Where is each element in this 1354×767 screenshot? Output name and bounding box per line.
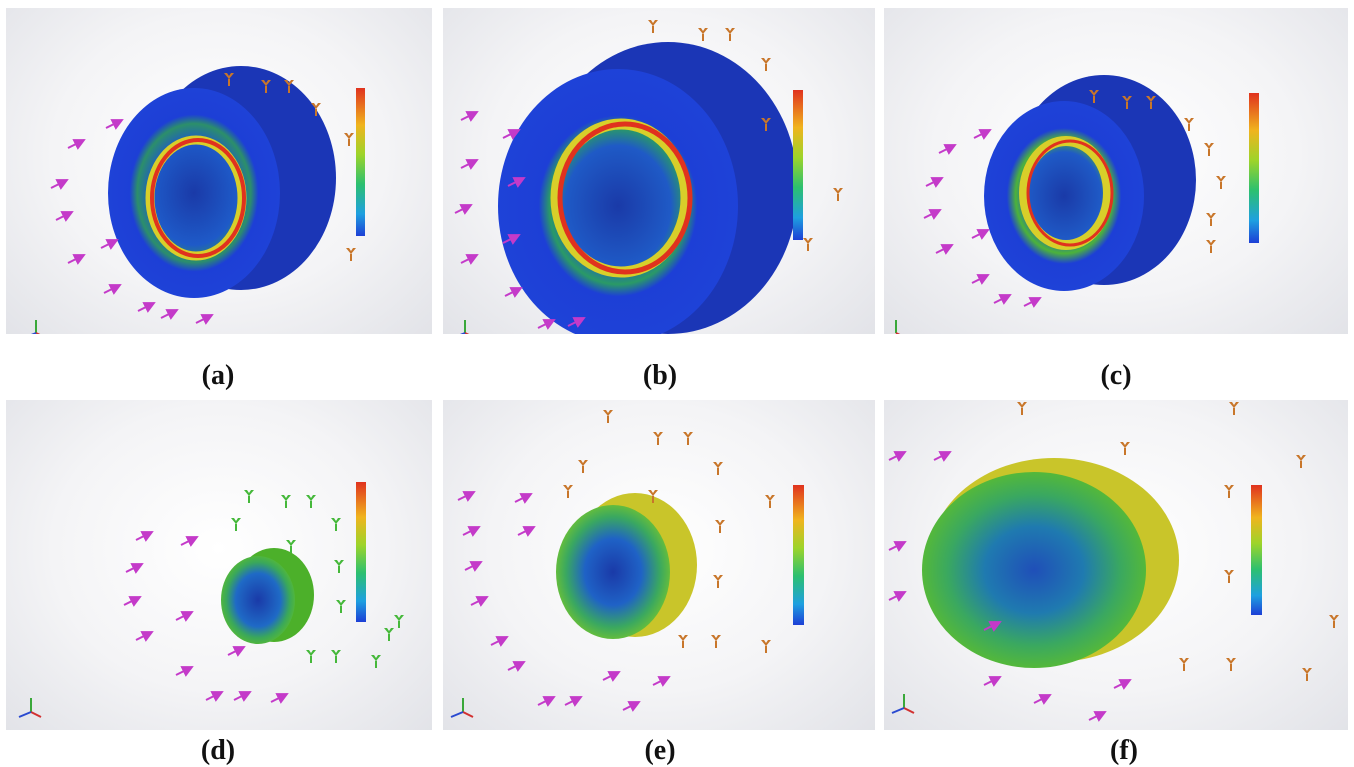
color-legend-bar [1249,93,1259,243]
disc-face [556,505,670,639]
axis-triad-icon [450,698,474,718]
caption-d: (d) [200,735,236,766]
fixture-icon [563,410,775,653]
fea-plot-a [31,66,365,334]
color-legend-bar [356,482,366,622]
fea-plot-d [18,482,404,718]
fixture-icon [648,20,843,251]
color-legend-bar [793,485,804,625]
stress-ring-core [1026,139,1114,247]
panel-e [443,400,875,730]
load-arrow-icon [888,451,1132,722]
panel-b [443,8,875,334]
disc-face [221,556,295,644]
load-arrow-icon [50,119,214,325]
color-legend-bar [1251,485,1262,615]
disc-face [498,69,738,334]
caption-c: (c) [1100,360,1132,391]
panel-f [884,400,1348,730]
axis-triad-icon [891,694,915,714]
fixture-icon [231,490,404,668]
axis-triad-icon [18,698,42,718]
fea-plot-c [895,75,1259,334]
panel-a [6,8,432,334]
stress-ring-core [557,121,693,275]
panel-c [884,8,1348,334]
fea-plot-b [454,20,843,334]
fea-plot-f [888,402,1339,722]
fixture-icon [224,73,356,261]
fixture-icon [1089,90,1226,253]
fixture-icon [1017,402,1339,681]
caption-a: (a) [201,360,235,391]
load-arrow-icon [457,491,671,712]
stress-ring-core [150,138,246,258]
caption-f: (f) [1110,735,1138,766]
disc-face [922,472,1146,668]
load-arrow-icon [923,129,1042,308]
color-legend-bar [356,88,365,236]
caption-b: (b) [642,360,678,391]
disc-face [984,101,1144,291]
color-legend-bar [793,90,803,240]
load-arrow-icon [123,531,289,704]
axis-triad-icon [460,320,470,334]
caption-e: (e) [644,735,676,766]
axis-triad-icon [31,320,41,334]
panel-d [6,400,432,730]
axis-triad-icon [895,320,901,334]
load-arrow-icon [454,111,586,330]
disc-face [108,88,280,298]
fea-plot-e [450,410,804,718]
